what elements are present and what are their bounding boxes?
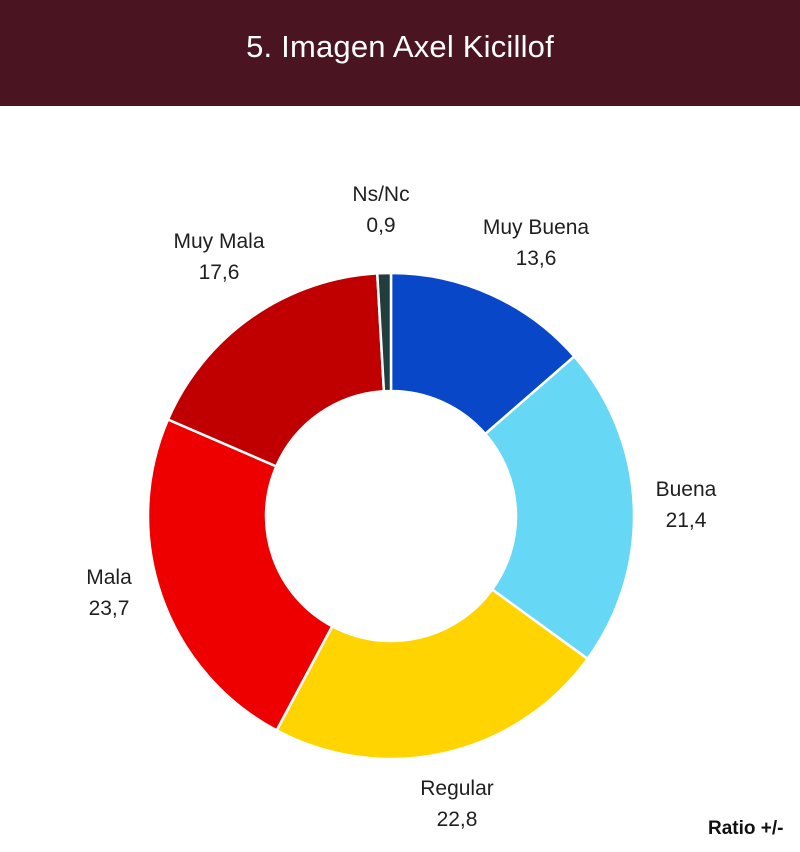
title-bar: 5. Imagen Axel Kicillof <box>0 0 800 106</box>
donut-slice-mala <box>146 417 334 733</box>
slice-value-label: 23,7 <box>89 597 130 620</box>
slice-category-label: Ns/Nc <box>352 183 409 206</box>
slice-value-label: 13,6 <box>516 247 557 270</box>
slice-category-label: Muy Buena <box>483 216 590 239</box>
ratio-note: Ratio +/- <box>708 818 784 839</box>
slice-category-label: Regular <box>420 777 494 800</box>
slice-value-label: 17,6 <box>199 261 240 284</box>
donut-slice-muy-mala <box>166 272 386 469</box>
slice-value-label: 21,4 <box>666 509 707 532</box>
slice-value-label: 22,8 <box>437 808 478 831</box>
donut-slice-buena <box>483 354 636 661</box>
donut-slice-ns-nc <box>375 271 393 393</box>
donut-slice-regular <box>274 587 590 761</box>
slice-category-label: Muy Mala <box>173 230 264 253</box>
donut-chart: Muy Buena 13,6 Buena 21,4 Regular 22,8 Mala 23,… <box>86 183 717 831</box>
page-title: 5. Imagen Axel Kicillof <box>246 29 554 64</box>
slice-value-label: 0,9 <box>366 214 395 237</box>
slice-category-label: Mala <box>86 566 132 589</box>
slice-category-label: Buena <box>656 478 717 501</box>
